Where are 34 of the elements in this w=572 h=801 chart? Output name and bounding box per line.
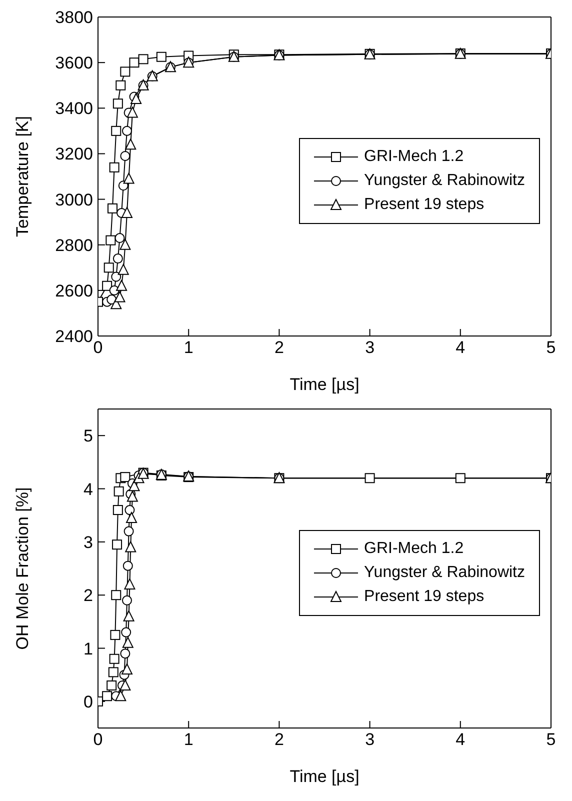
y-tick-label: 5 — [84, 426, 93, 446]
x-axis-title: Time [µs] — [290, 375, 360, 394]
y-tick-label: 2 — [84, 586, 93, 606]
legend-label: GRI-Mech 1.2 — [364, 539, 464, 559]
y-tick-label: 0 — [84, 692, 93, 712]
x-tick-label: 3 — [365, 730, 375, 750]
y-tick-label: 3800 — [55, 8, 93, 28]
x-tick-label: 5 — [546, 730, 556, 750]
y-tick-label: 3200 — [55, 144, 93, 164]
y-tick-label: 2600 — [55, 281, 93, 300]
x-tick-label: 1 — [184, 338, 194, 358]
y-tick-label: 4 — [84, 480, 93, 499]
legend-label: Present 19 steps — [364, 195, 484, 215]
x-axis-title: Time [µs] — [290, 767, 360, 786]
legend-label: Yungster & Rabinowitz — [364, 171, 525, 191]
y-tick-label: 3600 — [55, 54, 93, 73]
x-tick-label: 5 — [546, 338, 556, 358]
legend-label: Yungster & Rabinowitz — [364, 563, 525, 583]
y-tick-label: 3 — [84, 532, 93, 552]
y-axis-title: Temperature [K] — [13, 116, 32, 237]
y-tick-label: 2400 — [55, 327, 93, 346]
y-axis-title: OH Mole Fraction [%] — [13, 487, 32, 650]
y-tick-label: 2800 — [55, 236, 93, 255]
y-tick-label: 3400 — [55, 99, 93, 118]
x-tick-label: 2 — [274, 730, 284, 750]
x-tick-label: 2 — [274, 338, 284, 358]
x-tick-label: 4 — [456, 338, 466, 358]
y-tick-label: 1 — [84, 639, 93, 658]
x-tick-label: 4 — [456, 730, 466, 750]
y-tick-label: 3000 — [55, 190, 93, 210]
x-tick-label: 1 — [184, 730, 194, 750]
legend-label: Present 19 steps — [364, 587, 484, 607]
legend-label: GRI-Mech 1.2 — [364, 147, 464, 167]
x-tick-label: 3 — [365, 338, 375, 358]
